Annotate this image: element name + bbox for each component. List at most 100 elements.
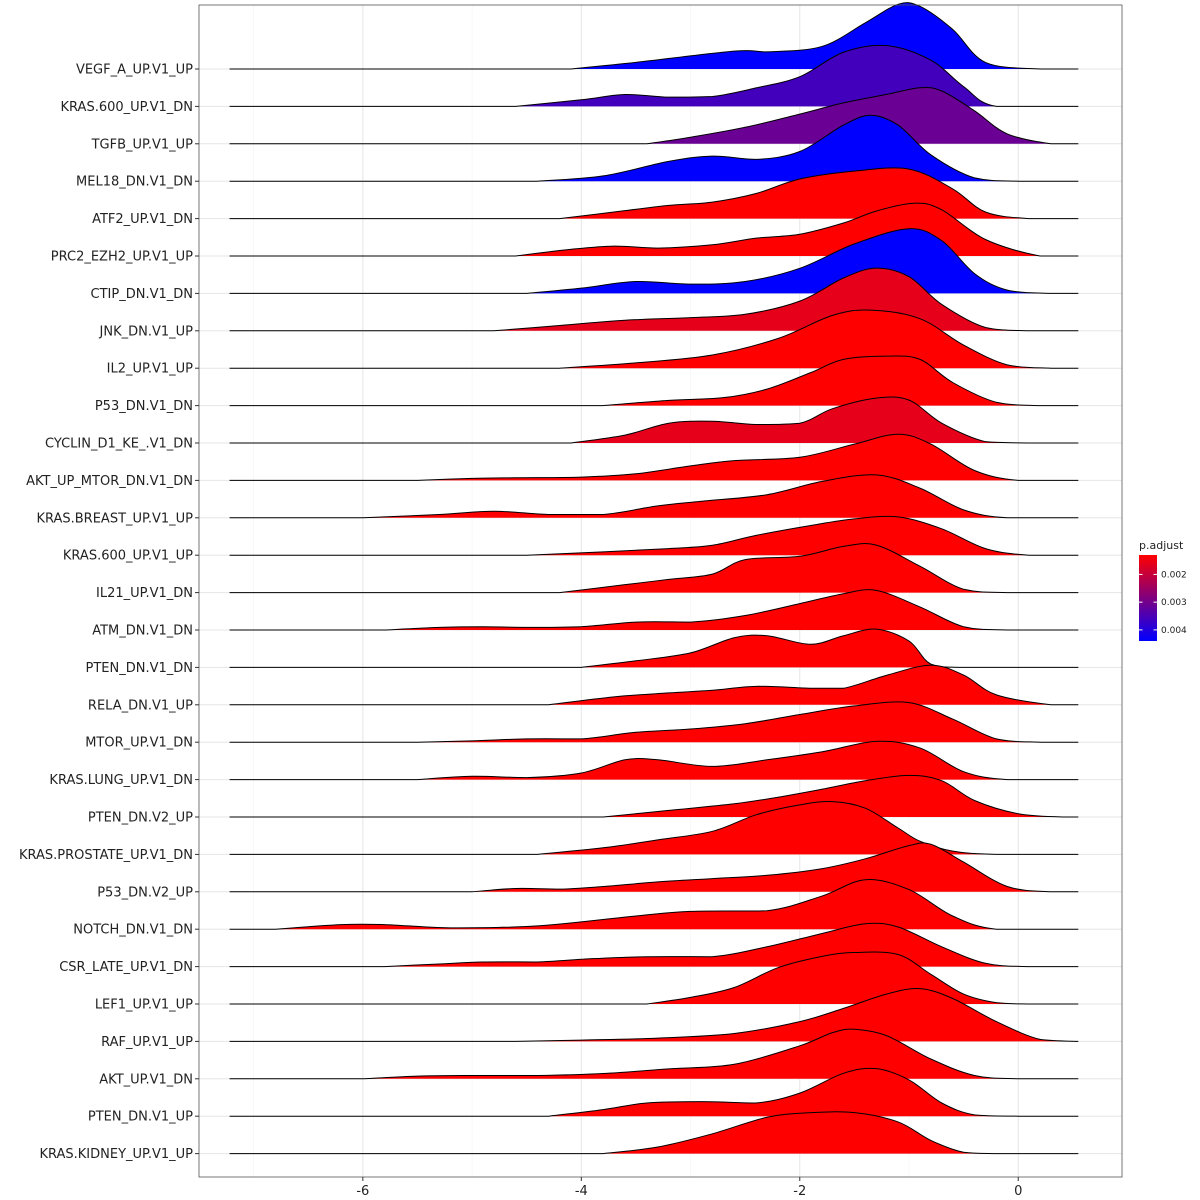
y-tick-label: JNK_DN.V1_UP	[99, 324, 194, 339]
y-tick-label: P53_DN.V2_UP	[97, 885, 193, 900]
ridge-fill	[229, 474, 1079, 518]
ridge-outline	[229, 664, 1079, 706]
ridge-fill	[229, 589, 1079, 630]
ridge-fill	[229, 801, 1079, 855]
ridge-MEL18_DN.V1_DN	[229, 114, 1079, 182]
y-tick-label: NOTCH_DN.V1_DN	[73, 923, 193, 938]
y-tick-label: KRAS.PROSTATE_UP.V1_DN	[19, 848, 193, 863]
y-tick-label: P53_DN.V1_DN	[95, 399, 193, 414]
ridge-NOTCH_DN.V1_DN	[229, 879, 1079, 930]
ridge-fill	[229, 396, 1079, 443]
y-tick-labels: VEGF_A_UP.V1_UP KRAS.600_UP.V1_DN TGFB_UP.…	[19, 63, 199, 1162]
ridge-outline	[229, 433, 1079, 481]
y-tick-label: AKT_UP.V1_DN	[99, 1072, 193, 1087]
y-tick-label: CTIP_DN.V1_DN	[91, 287, 193, 302]
ridge-outline	[229, 114, 1079, 182]
ridge-outline	[229, 515, 1079, 556]
ridge-outline	[229, 800, 1079, 855]
ridge-fill	[229, 309, 1079, 369]
ridge-fill	[229, 45, 1079, 107]
ridge-AKT_UP.V1_DN	[229, 1028, 1079, 1080]
ridge-fill	[229, 1029, 1079, 1079]
y-tick-label: CYCLIN_D1_KE_.V1_DN	[45, 437, 193, 452]
ridge-KRAS.600_UP.V1_UP	[229, 515, 1079, 556]
ridge-fill	[229, 665, 1079, 705]
ridge-outline	[229, 44, 1079, 107]
ridge-IL2_UP.V1_UP	[229, 309, 1079, 369]
legend-tick-label: 0.004	[1161, 626, 1187, 636]
ridge-outline	[229, 2, 1079, 70]
ridge-fill	[229, 543, 1079, 593]
ridge-PTEN_DN.V2_UP	[229, 774, 1079, 818]
ridge-CYCLIN_D1_KE_.V1_DN	[229, 396, 1079, 444]
y-tick-label: ATM_DN.V1_DN	[92, 624, 193, 639]
y-tick-label: MTOR_UP.V1_DN	[85, 736, 193, 751]
ridge-outline	[229, 922, 1079, 968]
ridge-LEF1_UP.V1_UP	[229, 951, 1079, 1005]
y-tick-label: KRAS.LUNG_UP.V1_DN	[49, 773, 193, 788]
ridge-outline	[229, 309, 1079, 369]
y-tick-label: LEF1_UP.V1_UP	[95, 998, 193, 1013]
ridge-fill	[229, 988, 1079, 1042]
ridge-ATF2_UP.V1_DN	[229, 167, 1079, 220]
ridge-CSR_LATE_UP.V1_DN	[229, 922, 1079, 968]
ridge-fill	[229, 1111, 1079, 1154]
y-tick-label: ATF2_UP.V1_DN	[92, 212, 193, 227]
ridge-RAF_UP.V1_UP	[229, 987, 1079, 1042]
ridge-outline	[229, 987, 1079, 1042]
ridge-outline	[229, 396, 1079, 444]
ridge-fill	[229, 741, 1079, 780]
ridge-outline	[229, 842, 1079, 893]
ridge-outline	[229, 1028, 1079, 1080]
legend-ticks: 0.002 0.003 0.004	[1139, 570, 1187, 636]
legend-tick-label: 0.002	[1161, 570, 1187, 580]
ridge-fill	[229, 167, 1079, 219]
ridge-RELA_DN.V1_UP	[229, 664, 1079, 706]
ridge-fill	[229, 355, 1079, 406]
ridge-KRAS.BREAST_UP.V1_UP	[229, 474, 1079, 519]
y-tick-label: KRAS.BREAST_UP.V1_UP	[36, 511, 193, 526]
panel-border	[198, 4, 1123, 1178]
legend: p.adjust 0.002 0.003 0.004	[1139, 539, 1187, 641]
ridge-MTOR_UP.V1_DN	[229, 701, 1079, 743]
ridge-outline	[229, 701, 1079, 743]
ridge-IL21_UP.V1_DN	[229, 543, 1079, 594]
ridge-PTEN_DN.V1_DN	[229, 628, 1079, 668]
ridge-outline	[229, 355, 1079, 407]
x-tick-labels: -6 -4 -2 0	[356, 1177, 1022, 1199]
ridge-outline	[229, 86, 1079, 145]
ridge-outline	[229, 543, 1079, 594]
ridge-fill	[229, 879, 1079, 930]
ridge-fill	[229, 952, 1079, 1004]
ridge-KRAS.600_UP.V1_DN	[229, 44, 1079, 107]
y-tick-label: CSR_LATE_UP.V1_DN	[59, 960, 193, 975]
ridge-fill	[229, 775, 1079, 817]
ridge-AKT_UP_MTOR_DN.V1_DN	[229, 433, 1079, 481]
legend-tick-label: 0.003	[1161, 598, 1187, 608]
y-tick-label: MEL18_DN.V1_DN	[76, 175, 193, 190]
ridge-fill	[229, 923, 1079, 967]
ridge-P53_DN.V1_DN	[229, 355, 1079, 407]
ridges	[229, 2, 1079, 1155]
ridge-KRAS.PROSTATE_UP.V1_DN	[229, 800, 1079, 855]
y-tick-label: TGFB_UP.V1_UP	[91, 137, 194, 152]
ridge-fill	[229, 434, 1079, 481]
y-tick-label: KRAS.KIDNEY_UP.V1_UP	[39, 1147, 193, 1162]
ridge-outline	[229, 740, 1079, 781]
x-tick-label: -6	[356, 1184, 369, 1199]
ridge-fill	[229, 1068, 1079, 1117]
y-tick-label: RELA_DN.V1_UP	[88, 698, 193, 713]
ridge-outline	[229, 774, 1079, 818]
y-tick-label: PTEN_DN.V2_UP	[88, 811, 193, 826]
ridge-PTEN_DN.V1_UP	[229, 1067, 1079, 1117]
ridge-outline	[229, 1111, 1079, 1155]
ridge-outline	[229, 474, 1079, 519]
y-tick-label: PRC2_EZH2_UP.V1_UP	[51, 250, 193, 265]
ridge-outline	[229, 202, 1079, 257]
y-tick-label: IL2_UP.V1_UP	[107, 362, 193, 377]
ridge-fill	[229, 2, 1079, 70]
ridge-fill	[229, 629, 1079, 668]
ridge-ATM_DN.V1_DN	[229, 589, 1079, 631]
y-tick-label: KRAS.600_UP.V1_DN	[61, 100, 193, 115]
